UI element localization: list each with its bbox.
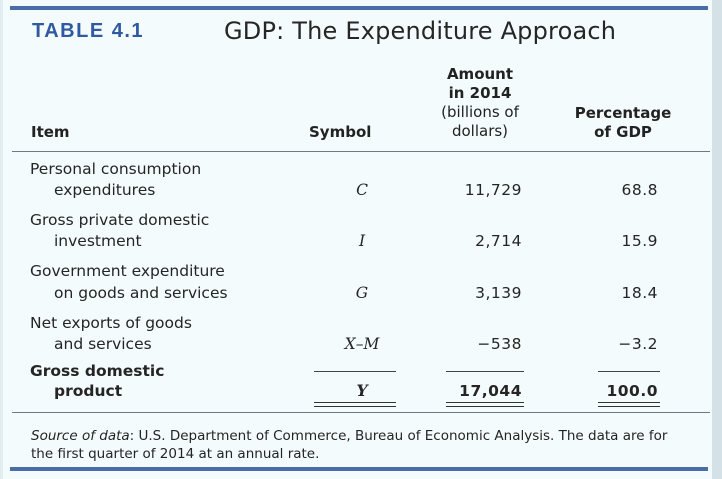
sum-line-percentage xyxy=(598,371,660,372)
top-rule xyxy=(10,6,708,10)
column-header-percentage-line2: of GDP xyxy=(594,123,652,141)
column-header-amount-line2: in 2014 xyxy=(448,84,512,102)
column-header-amount-line3: (billions of xyxy=(441,103,519,121)
total-item-line2: product xyxy=(54,382,123,400)
row-i-percentage: 15.9 xyxy=(621,232,658,250)
sum-line-symbol xyxy=(314,371,396,372)
column-header-item: Item xyxy=(31,123,70,141)
row-i-amount: 2,714 xyxy=(475,232,522,250)
total-amount: 17,044 xyxy=(459,382,522,400)
row-g-amount: 3,139 xyxy=(475,284,522,302)
source-note-text: : U.S. Department of Commerce, Bureau of… xyxy=(31,428,668,462)
row-i-symbol: I xyxy=(358,232,366,250)
total-symbol: Y xyxy=(356,381,368,400)
double-rule-amount xyxy=(446,402,524,407)
row-c-item-line1: Personal consumption xyxy=(30,160,202,178)
source-note: Source of data: U.S. Department of Comme… xyxy=(31,427,691,463)
table-number: TABLE 4.1 xyxy=(32,20,145,42)
source-note-lead: Source of data xyxy=(31,428,130,444)
column-header-percentage-line1: Percentage xyxy=(574,104,672,122)
row-c-item-line2: expenditures xyxy=(54,181,156,199)
row-i-item-line1: Gross private domestic xyxy=(30,211,210,229)
header-rule xyxy=(12,151,710,152)
column-header-percentage: Percentage of GDP xyxy=(556,104,690,142)
row-c-symbol: C xyxy=(356,181,368,199)
bottom-rule xyxy=(10,467,708,471)
column-header-amount: Amount in 2014 (billions of dollars) xyxy=(424,65,536,141)
page-edge-right xyxy=(712,0,722,479)
footer-rule xyxy=(12,412,710,413)
row-xm-item-line2: and services xyxy=(54,335,152,353)
column-header-symbol: Symbol xyxy=(309,123,372,141)
column-header-amount-line1: Amount xyxy=(446,65,514,83)
row-g-item-line2: on goods and services xyxy=(54,284,228,302)
row-c-percentage: 68.8 xyxy=(621,181,658,199)
row-g-symbol: G xyxy=(355,284,369,302)
total-percentage: 100.0 xyxy=(606,382,658,400)
double-rule-symbol xyxy=(314,402,396,407)
table-title: GDP: The Expenditure Approach xyxy=(224,17,617,45)
row-i-item-line2: investment xyxy=(54,232,142,250)
total-item-line1: Gross domestic xyxy=(30,362,165,380)
row-g-percentage: 18.4 xyxy=(621,284,658,302)
row-c-amount: 11,729 xyxy=(464,181,522,199)
row-xm-percentage: −3.2 xyxy=(618,335,658,353)
row-xm-item-line1: Net exports of goods xyxy=(30,314,192,332)
page-edge-left xyxy=(0,0,3,479)
row-xm-amount: −538 xyxy=(477,335,522,353)
sum-line-amount xyxy=(446,371,524,372)
double-rule-percentage xyxy=(598,402,660,407)
row-xm-symbol: X–M xyxy=(344,335,380,353)
column-header-amount-line4: dollars) xyxy=(451,122,509,140)
row-g-item-line1: Government expenditure xyxy=(30,262,225,280)
